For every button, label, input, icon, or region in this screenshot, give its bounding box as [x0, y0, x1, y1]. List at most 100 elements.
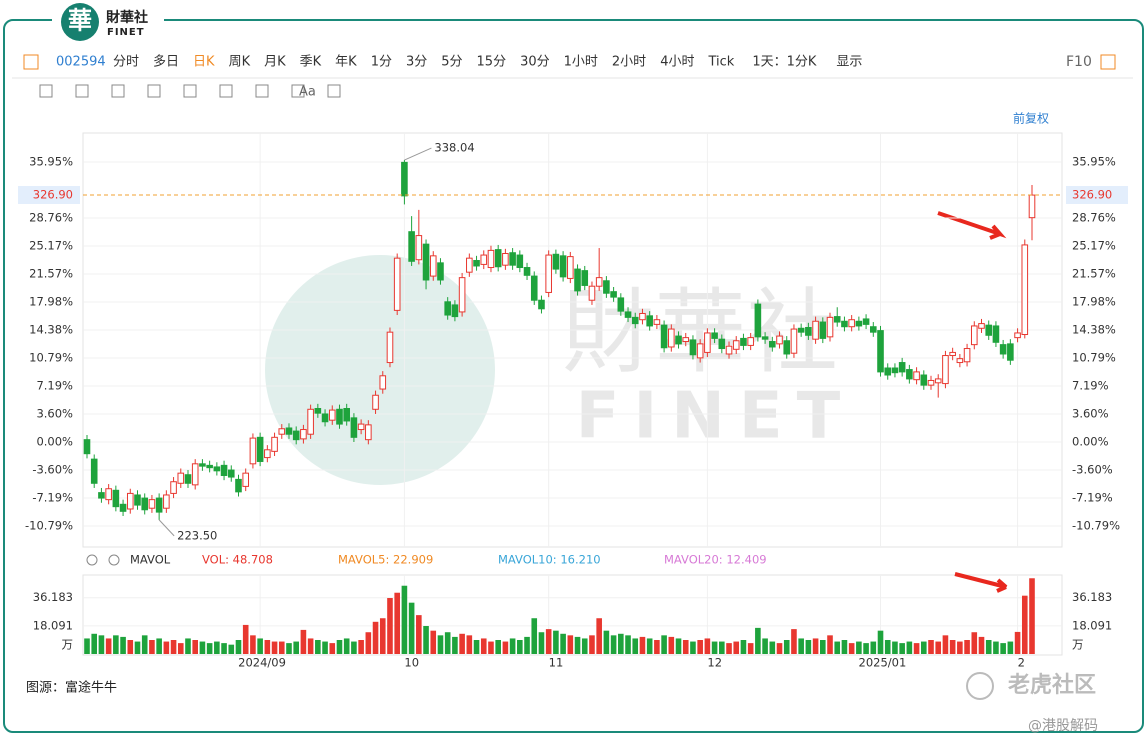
period-tab[interactable]: 30分: [520, 55, 550, 70]
candle-body: [336, 408, 343, 425]
volume-bar: [430, 630, 437, 654]
period-tab[interactable]: Tick: [707, 55, 734, 70]
tool-icon[interactable]: [147, 84, 161, 98]
tool-icon[interactable]: [327, 84, 341, 98]
watermark-en: FINET: [576, 380, 854, 454]
volume-bar: [618, 633, 624, 654]
y-tick-label-right: 17.98%: [1072, 294, 1116, 308]
tool-icon[interactable]: [255, 84, 269, 98]
volume-bar: [589, 635, 595, 654]
period-tab[interactable]: 2小时: [612, 55, 646, 70]
period-tab[interactable]: 4小时: [660, 55, 694, 70]
handle: @港股解码: [1028, 718, 1098, 734]
candle-body: [992, 325, 1000, 343]
y-tick-label: -10.79%: [25, 519, 73, 533]
settings-icon[interactable]: [86, 554, 98, 566]
period-tab[interactable]: 多日: [153, 54, 179, 70]
tool-icon[interactable]: [291, 84, 305, 98]
period-tab[interactable]: 3分: [406, 55, 427, 70]
volume-unit: 万: [62, 638, 74, 652]
volume-bar: [120, 636, 126, 654]
volume-bar: [834, 641, 841, 654]
candle-body: [812, 320, 819, 340]
volume-bar: [610, 635, 617, 654]
volume-bar: [646, 638, 653, 654]
candle-body: [725, 345, 733, 355]
candle-body: [805, 326, 812, 336]
y-tick-label: 25.17%: [29, 238, 73, 252]
close-icon[interactable]: [108, 554, 120, 566]
period-tab[interactable]: 周K: [229, 55, 251, 70]
volume-bar: [343, 638, 350, 654]
tool-icon[interactable]: [219, 84, 233, 98]
candle-body: [740, 337, 747, 346]
period-tab[interactable]: 季K: [300, 55, 322, 70]
candle-body: [942, 355, 949, 385]
adjust[interactable]: 前复权: [1013, 111, 1049, 126]
candle-body: [502, 253, 509, 266]
candle-body: [927, 379, 935, 386]
candle-body: [595, 277, 603, 287]
y-tick-label: 7.19%: [36, 378, 73, 392]
candle-body: [877, 330, 884, 373]
volume-bar: [1029, 578, 1035, 654]
period-tab[interactable]: 1小时: [564, 55, 598, 70]
x-tick-label: 2: [1018, 656, 1025, 670]
volume-bar: [307, 638, 314, 654]
candle-body: [314, 408, 322, 414]
period-tab[interactable]: 分时: [113, 55, 139, 70]
candle-body: [704, 332, 711, 353]
volume-bar: [401, 585, 408, 654]
tool-icon[interactable]: [39, 84, 53, 98]
candle-body: [1014, 332, 1021, 339]
candle-body: [754, 303, 762, 338]
volume-bar: [286, 643, 292, 654]
volume-bar: [235, 640, 242, 654]
volume-bar: [913, 643, 920, 654]
tool-icon[interactable]: [111, 84, 125, 98]
logo-mark: 華: [68, 6, 92, 35]
volume-unit-right: 万: [1072, 638, 1084, 652]
current-label-bg: [1066, 186, 1128, 205]
f10[interactable]: F10: [1066, 54, 1092, 70]
candle-body: [776, 335, 783, 345]
period-tab[interactable]: 月K: [264, 55, 286, 70]
tool-icon[interactable]: [183, 84, 197, 98]
candle-body: [934, 378, 942, 384]
watermark: 財華社 FINET: [265, 255, 854, 485]
period-tab[interactable]: 日K: [193, 55, 215, 70]
candle-body: [581, 270, 589, 286]
candle-body: [242, 472, 250, 487]
volume-bar: [293, 641, 299, 654]
candle-body: [148, 499, 156, 509]
y-tick-label: 21.57%: [29, 266, 73, 280]
volume-bar: [242, 624, 249, 654]
volume-bar: [1014, 631, 1021, 654]
candle-body: [458, 277, 466, 313]
candle-body: [588, 285, 596, 301]
volume-bar: [776, 643, 783, 654]
display-select[interactable]: 显示: [836, 55, 862, 70]
candle-body: [328, 409, 336, 421]
candle-body: [574, 268, 581, 292]
volume-bar: [329, 643, 336, 654]
range-select[interactable]: 1天：1分K: [752, 55, 817, 70]
period-tab[interactable]: 15分: [477, 55, 507, 70]
period-tab[interactable]: 年K: [335, 55, 357, 70]
current-label-right: 326.90: [1072, 188, 1112, 202]
y-tick-label: -3.60%: [32, 463, 73, 477]
candle-body: [783, 340, 791, 355]
panel-icon: [23, 54, 39, 70]
period-tab[interactable]: 5分: [441, 55, 462, 70]
y-tick-label-right: 28.76%: [1072, 210, 1116, 224]
tool-icon[interactable]: [75, 84, 89, 98]
candle-body: [624, 311, 632, 318]
volume-bar: [820, 640, 826, 654]
period-tab[interactable]: 1分: [371, 55, 392, 70]
volume-bar: [91, 633, 98, 654]
y-tick-label-right: 0.00%: [1072, 435, 1109, 449]
logo-cn: 財華社: [105, 9, 148, 26]
volume-bar: [733, 641, 740, 654]
candle-body: [675, 335, 682, 345]
candle-body: [1028, 194, 1036, 219]
